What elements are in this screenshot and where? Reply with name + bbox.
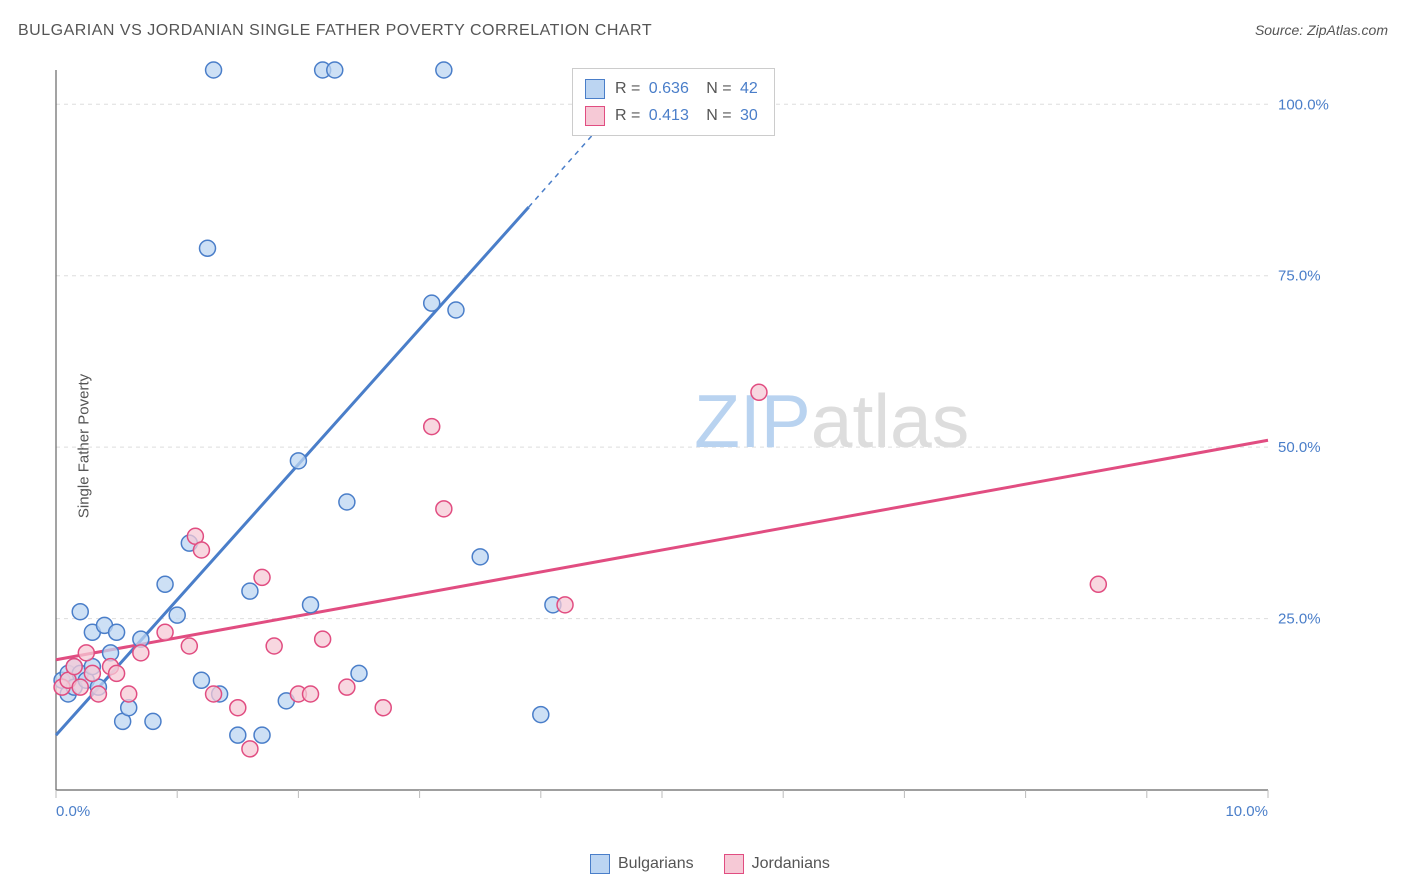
- scatter-chart: 25.0% 50.0% 75.0% 100.0% 0.0% 10.0% ZIPatlas: [48, 60, 1338, 830]
- legend-swatch-icon: [724, 854, 744, 874]
- legend-item: Jordanians: [724, 854, 830, 874]
- chart-title: BULGARIAN VS JORDANIAN SINGLE FATHER POV…: [18, 22, 652, 40]
- stat-row: R = 0.413 N = 30: [585, 102, 762, 129]
- svg-text:75.0%: 75.0%: [1278, 268, 1321, 285]
- correlation-stats-box: R = 0.636 N = 42R = 0.413 N = 30: [572, 68, 775, 136]
- legend-item: Bulgarians: [590, 854, 694, 874]
- svg-text:25.0%: 25.0%: [1278, 611, 1321, 628]
- source-value: ZipAtlas.com: [1307, 22, 1388, 38]
- series-swatch-icon: [585, 79, 605, 99]
- legend-label: Jordanians: [752, 855, 830, 873]
- svg-text:50.0%: 50.0%: [1278, 439, 1321, 456]
- svg-text:100.0%: 100.0%: [1278, 96, 1329, 113]
- stat-text: R = 0.413 N = 30: [615, 102, 762, 129]
- legend-label: Bulgarians: [618, 855, 694, 873]
- series-swatch-icon: [585, 106, 605, 126]
- chart-plot-area: 25.0% 50.0% 75.0% 100.0% 0.0% 10.0% ZIPatlas: [48, 60, 1338, 830]
- svg-text:10.0%: 10.0%: [1225, 803, 1268, 820]
- stat-row: R = 0.636 N = 42: [585, 75, 762, 102]
- series-legend: Bulgarians Jordanians: [590, 854, 830, 874]
- svg-text:0.0%: 0.0%: [56, 803, 90, 820]
- stat-text: R = 0.636 N = 42: [615, 75, 762, 102]
- source-citation: Source: ZipAtlas.com: [1255, 22, 1388, 38]
- svg-text:ZIPatlas: ZIPatlas: [694, 379, 969, 463]
- legend-swatch-icon: [590, 854, 610, 874]
- source-label: Source:: [1255, 22, 1307, 38]
